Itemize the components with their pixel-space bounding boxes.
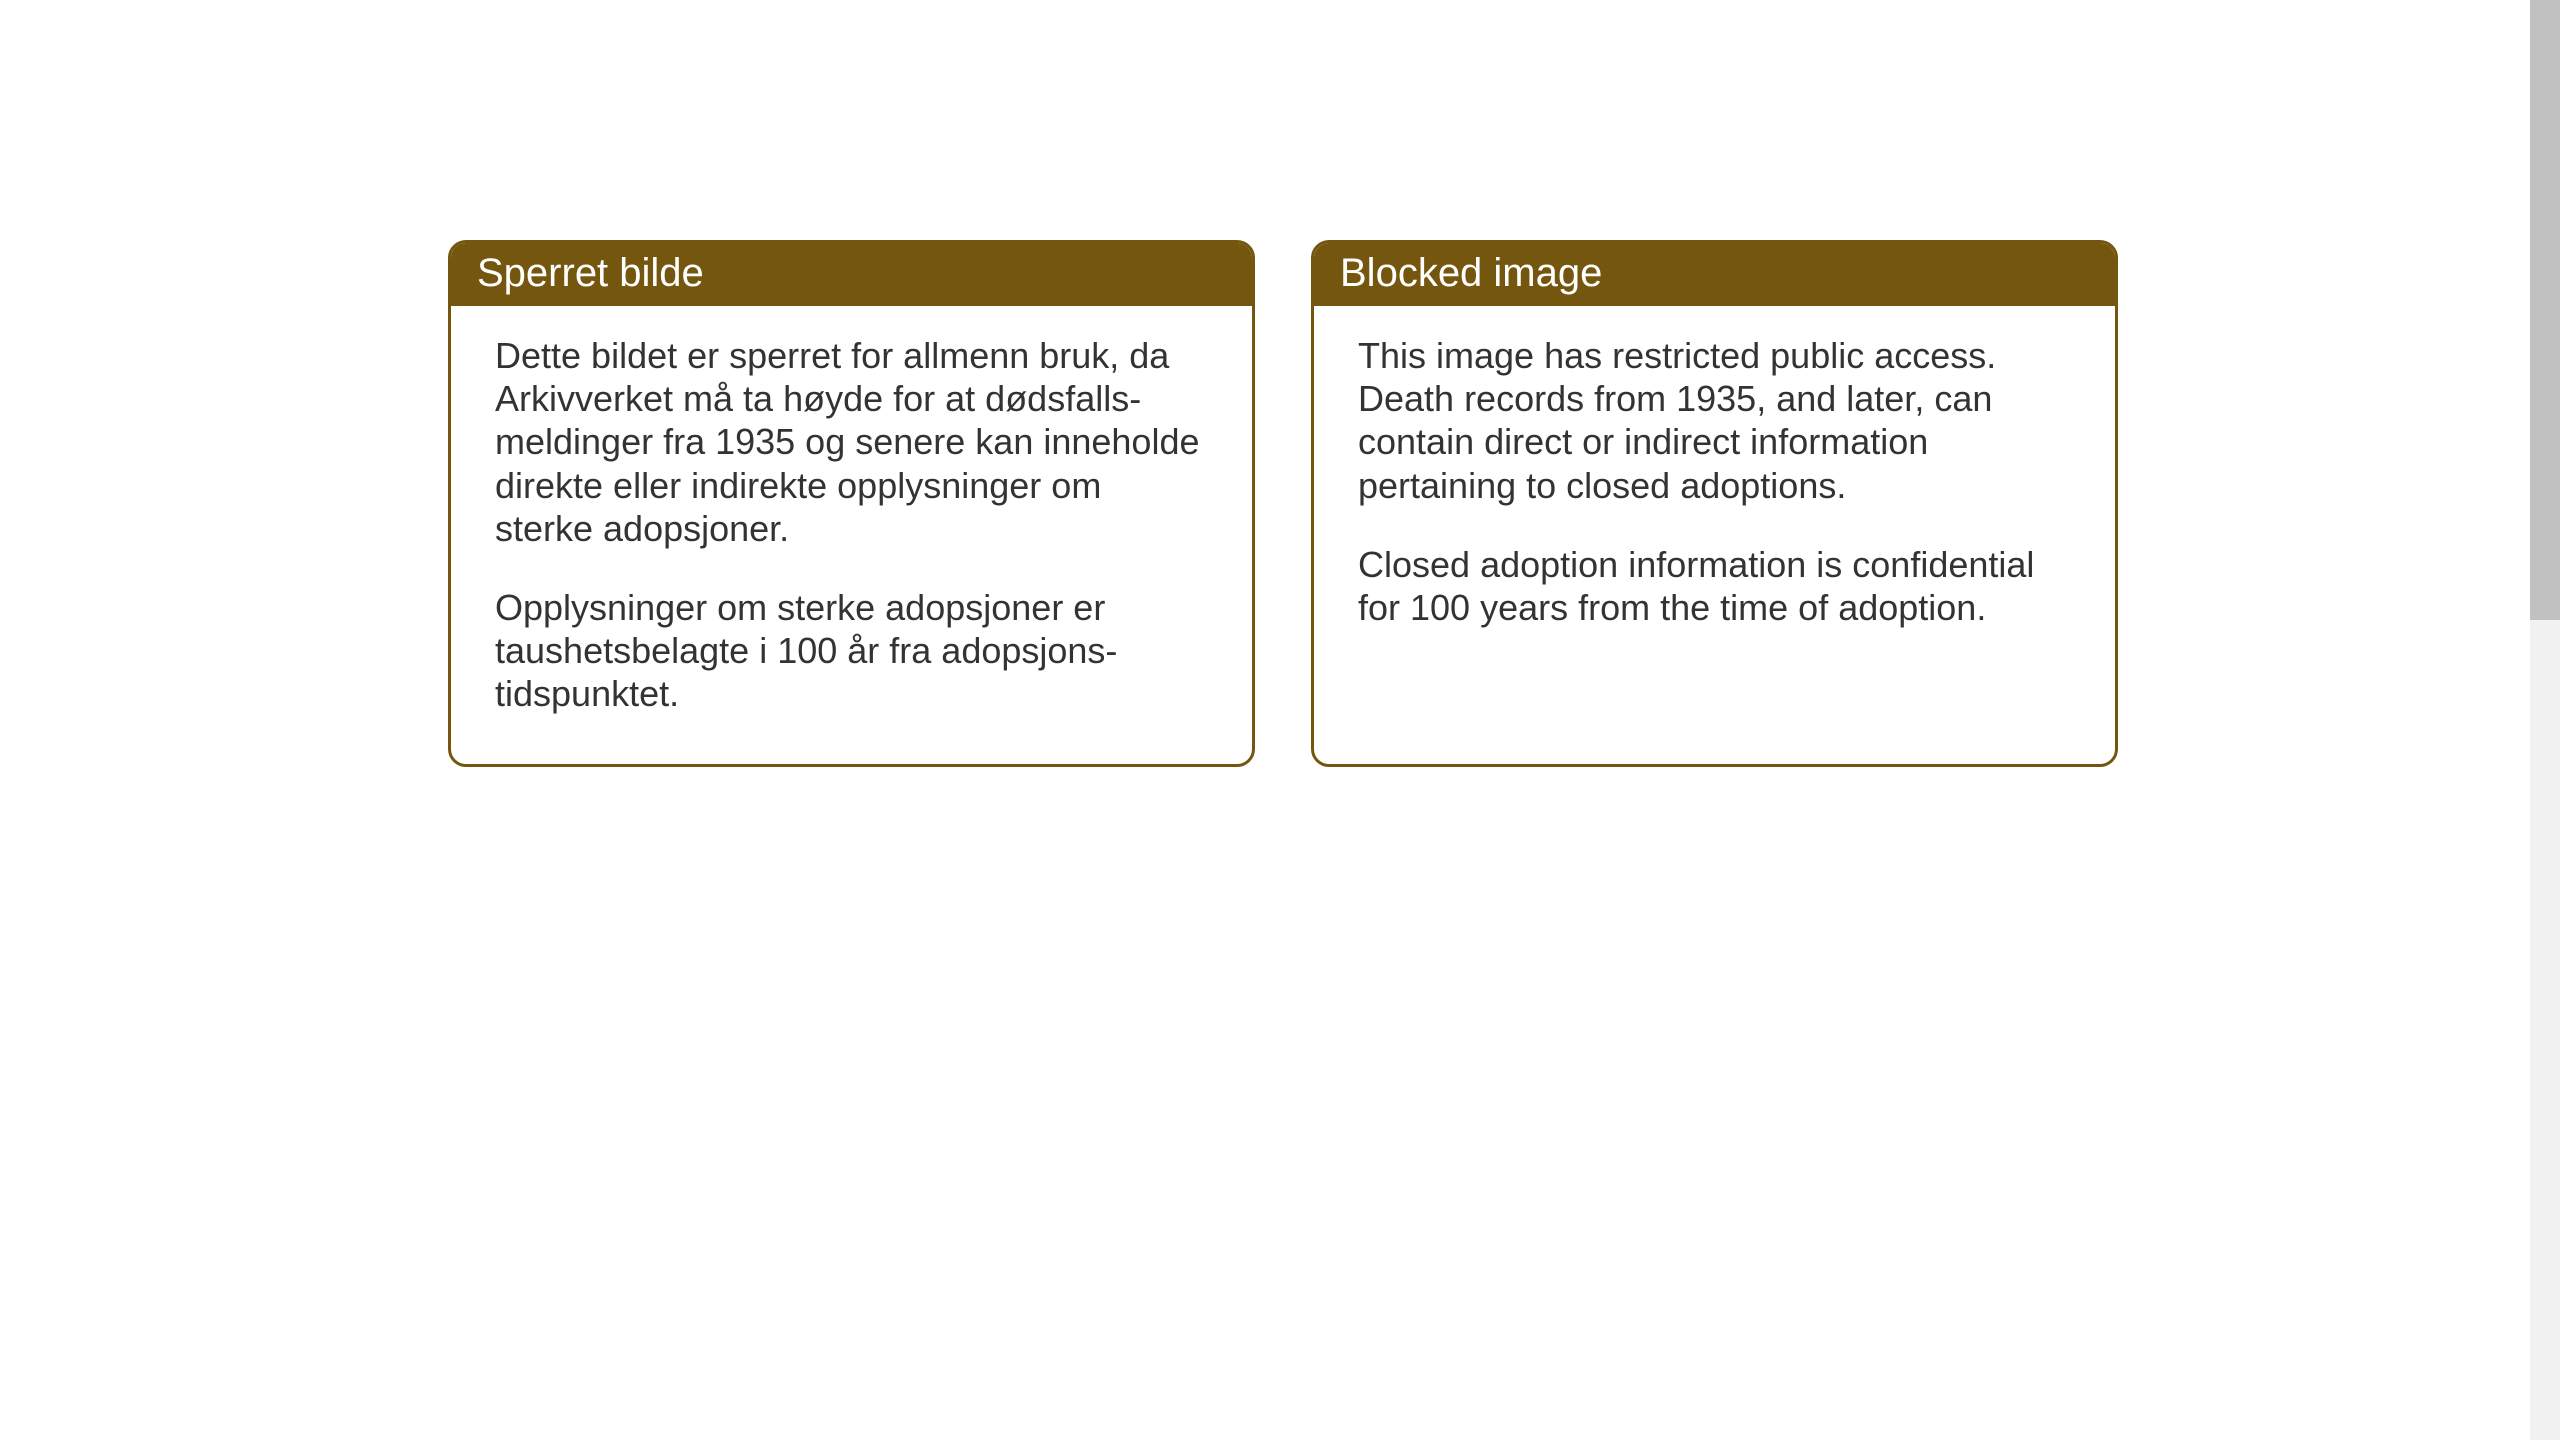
card-english-title: Blocked image — [1340, 251, 1602, 295]
cards-container: Sperret bilde Dette bildet er sperret fo… — [448, 240, 2118, 767]
card-english-paragraph-1: This image has restricted public access.… — [1358, 334, 2071, 507]
scrollbar-thumb[interactable] — [2530, 0, 2560, 620]
card-english-body: This image has restricted public access.… — [1314, 306, 2115, 677]
card-norwegian-header: Sperret bilde — [451, 243, 1252, 306]
card-norwegian-title: Sperret bilde — [477, 251, 704, 295]
card-english-paragraph-2: Closed adoption information is confident… — [1358, 543, 2071, 629]
scrollbar-track[interactable] — [2530, 0, 2560, 1440]
card-english: Blocked image This image has restricted … — [1311, 240, 2118, 767]
card-english-header: Blocked image — [1314, 243, 2115, 306]
card-norwegian: Sperret bilde Dette bildet er sperret fo… — [448, 240, 1255, 767]
card-norwegian-paragraph-2: Opplysninger om sterke adopsjoner er tau… — [495, 586, 1208, 716]
card-norwegian-body: Dette bildet er sperret for allmenn bruk… — [451, 306, 1252, 764]
card-norwegian-paragraph-1: Dette bildet er sperret for allmenn bruk… — [495, 334, 1208, 550]
